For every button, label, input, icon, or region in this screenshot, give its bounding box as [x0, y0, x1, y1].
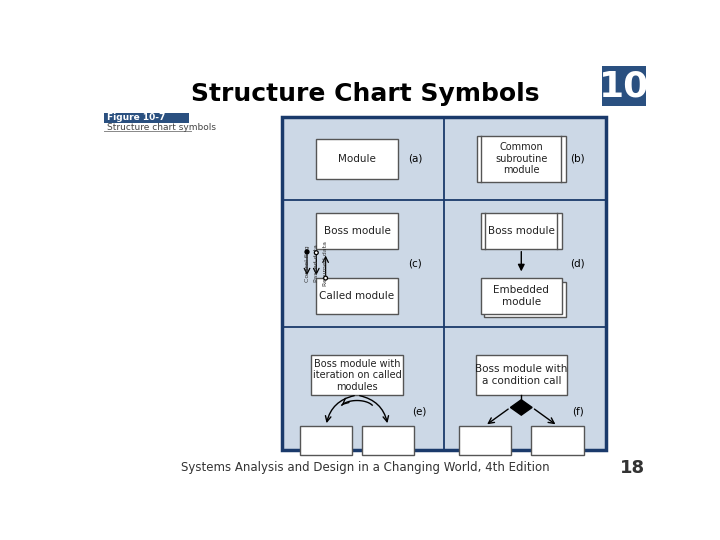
FancyBboxPatch shape [476, 355, 567, 395]
Text: Module: Module [338, 154, 376, 164]
FancyBboxPatch shape [531, 426, 584, 455]
FancyBboxPatch shape [361, 426, 414, 455]
Text: Embedded
module: Embedded module [493, 285, 549, 307]
Text: 10: 10 [599, 69, 649, 103]
Text: 18: 18 [620, 458, 645, 476]
Text: (d): (d) [570, 259, 585, 268]
FancyBboxPatch shape [459, 426, 511, 455]
FancyBboxPatch shape [316, 278, 397, 314]
FancyBboxPatch shape [316, 139, 397, 179]
Circle shape [305, 250, 309, 254]
Text: (c): (c) [408, 259, 422, 268]
FancyBboxPatch shape [300, 426, 352, 455]
Circle shape [315, 251, 318, 254]
Text: (f): (f) [572, 407, 584, 417]
Text: Called module: Called module [320, 291, 395, 301]
Text: Returned data: Returned data [323, 241, 328, 286]
Text: (b): (b) [570, 154, 585, 164]
FancyBboxPatch shape [481, 213, 562, 249]
Text: Figure 10-7: Figure 10-7 [107, 113, 166, 123]
Text: Boss module: Boss module [323, 226, 390, 236]
Text: Boss module with
iteration on called
modules: Boss module with iteration on called mod… [312, 359, 401, 392]
FancyBboxPatch shape [104, 112, 189, 123]
Text: (e): (e) [412, 407, 426, 417]
Text: Control flag: Control flag [305, 245, 310, 282]
Circle shape [324, 276, 328, 280]
Text: Systems Analysis and Design in a Changing World, 4th Edition: Systems Analysis and Design in a Changin… [181, 461, 549, 474]
Text: Passed data: Passed data [314, 245, 319, 282]
FancyBboxPatch shape [601, 66, 647, 106]
Text: (a): (a) [408, 154, 423, 164]
Text: Structure Chart Symbols: Structure Chart Symbols [191, 82, 539, 106]
Polygon shape [510, 400, 532, 415]
FancyBboxPatch shape [481, 278, 562, 314]
FancyBboxPatch shape [477, 136, 566, 182]
Text: Common
subroutine
module: Common subroutine module [495, 142, 547, 176]
FancyBboxPatch shape [282, 117, 606, 450]
FancyBboxPatch shape [485, 282, 566, 318]
Text: Boss module with
a condition call: Boss module with a condition call [475, 364, 567, 386]
FancyBboxPatch shape [316, 213, 397, 249]
FancyBboxPatch shape [311, 355, 402, 395]
Text: Boss module: Boss module [488, 226, 554, 236]
Text: Structure chart symbols: Structure chart symbols [107, 123, 216, 132]
